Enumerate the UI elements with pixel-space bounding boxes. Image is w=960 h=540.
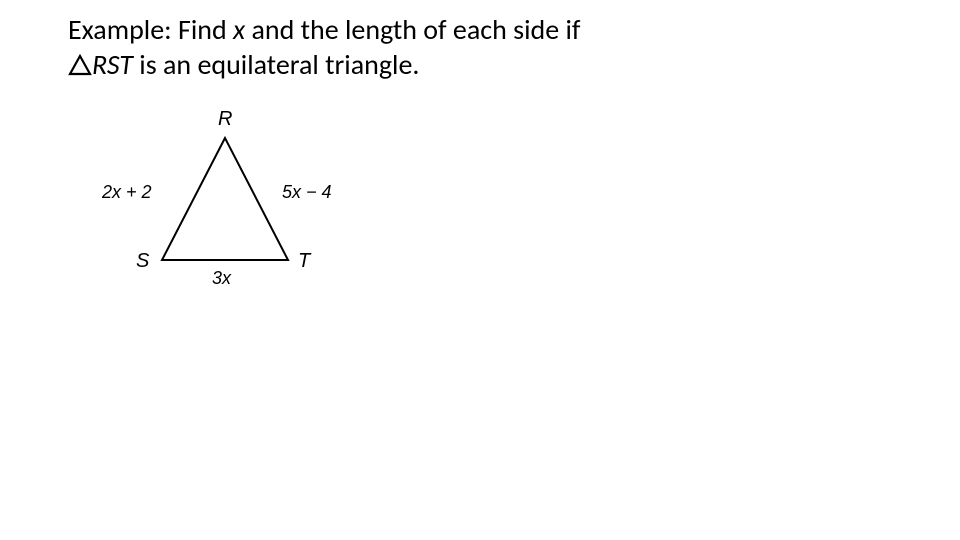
prompt-prefix: Example: Find: [68, 12, 233, 47]
triangle-icon: [68, 49, 92, 84]
triangle-name: RST: [92, 47, 133, 82]
prompt-var-x: x: [233, 12, 245, 47]
example-prompt: Example: Find x and the length of each s…: [68, 12, 908, 84]
side-label-rt: 5x − 4: [282, 182, 332, 203]
slide: Example: Find x and the length of each s…: [0, 0, 960, 540]
prompt-mid2: is an equilateral triangle.: [133, 47, 420, 82]
side-label-st: 3x: [212, 268, 231, 289]
prompt-mid1: and the length of each side if: [245, 12, 580, 47]
vertex-label-t: T: [298, 250, 310, 273]
vertex-label-s: S: [136, 250, 149, 273]
triangle-rst: [162, 138, 288, 260]
side-label-rs: 2x + 2: [102, 182, 152, 203]
vertex-label-r: R: [218, 108, 232, 131]
triangle-figure: R S T 2x + 2 5x − 4 3x: [80, 100, 370, 300]
